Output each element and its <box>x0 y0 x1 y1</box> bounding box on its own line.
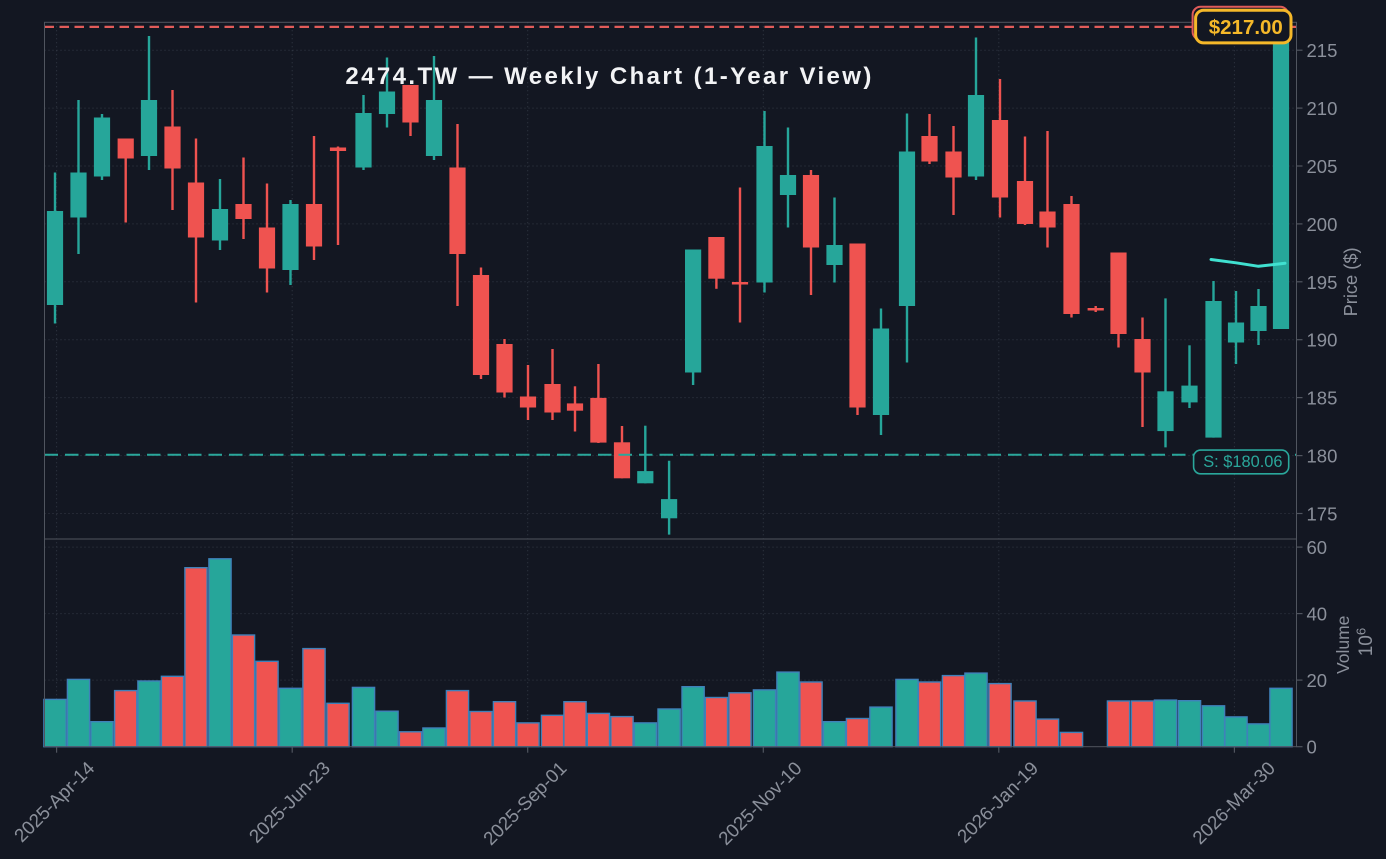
svg-text:2474.TW — Weekly Chart (1-Year: 2474.TW — Weekly Chart (1-Year View) <box>345 63 873 90</box>
svg-text:0: 0 <box>1307 737 1317 758</box>
svg-text:Volume: Volume <box>1333 616 1353 674</box>
svg-text:180: 180 <box>1307 446 1338 467</box>
svg-text:$217.00: $217.00 <box>1209 16 1283 39</box>
svg-text:195: 195 <box>1307 272 1338 293</box>
svg-text:190: 190 <box>1307 330 1338 351</box>
svg-text:205: 205 <box>1307 156 1338 177</box>
svg-text:S: $180.06: S: $180.06 <box>1203 453 1282 471</box>
svg-text:60: 60 <box>1307 537 1328 558</box>
svg-text:200: 200 <box>1307 214 1338 235</box>
svg-text:185: 185 <box>1307 388 1338 409</box>
svg-text:40: 40 <box>1307 604 1328 625</box>
svg-text:Price ($): Price ($) <box>1340 247 1361 316</box>
svg-text:20: 20 <box>1307 670 1328 691</box>
svg-text:210: 210 <box>1307 98 1338 119</box>
svg-text:175: 175 <box>1307 504 1338 525</box>
svg-text:215: 215 <box>1307 40 1338 61</box>
